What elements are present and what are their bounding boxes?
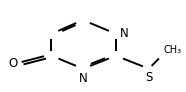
Text: S: S	[145, 71, 153, 84]
Text: N: N	[120, 27, 129, 40]
Text: CH₃: CH₃	[163, 45, 181, 55]
Text: O: O	[8, 57, 17, 70]
Text: N: N	[79, 72, 87, 85]
